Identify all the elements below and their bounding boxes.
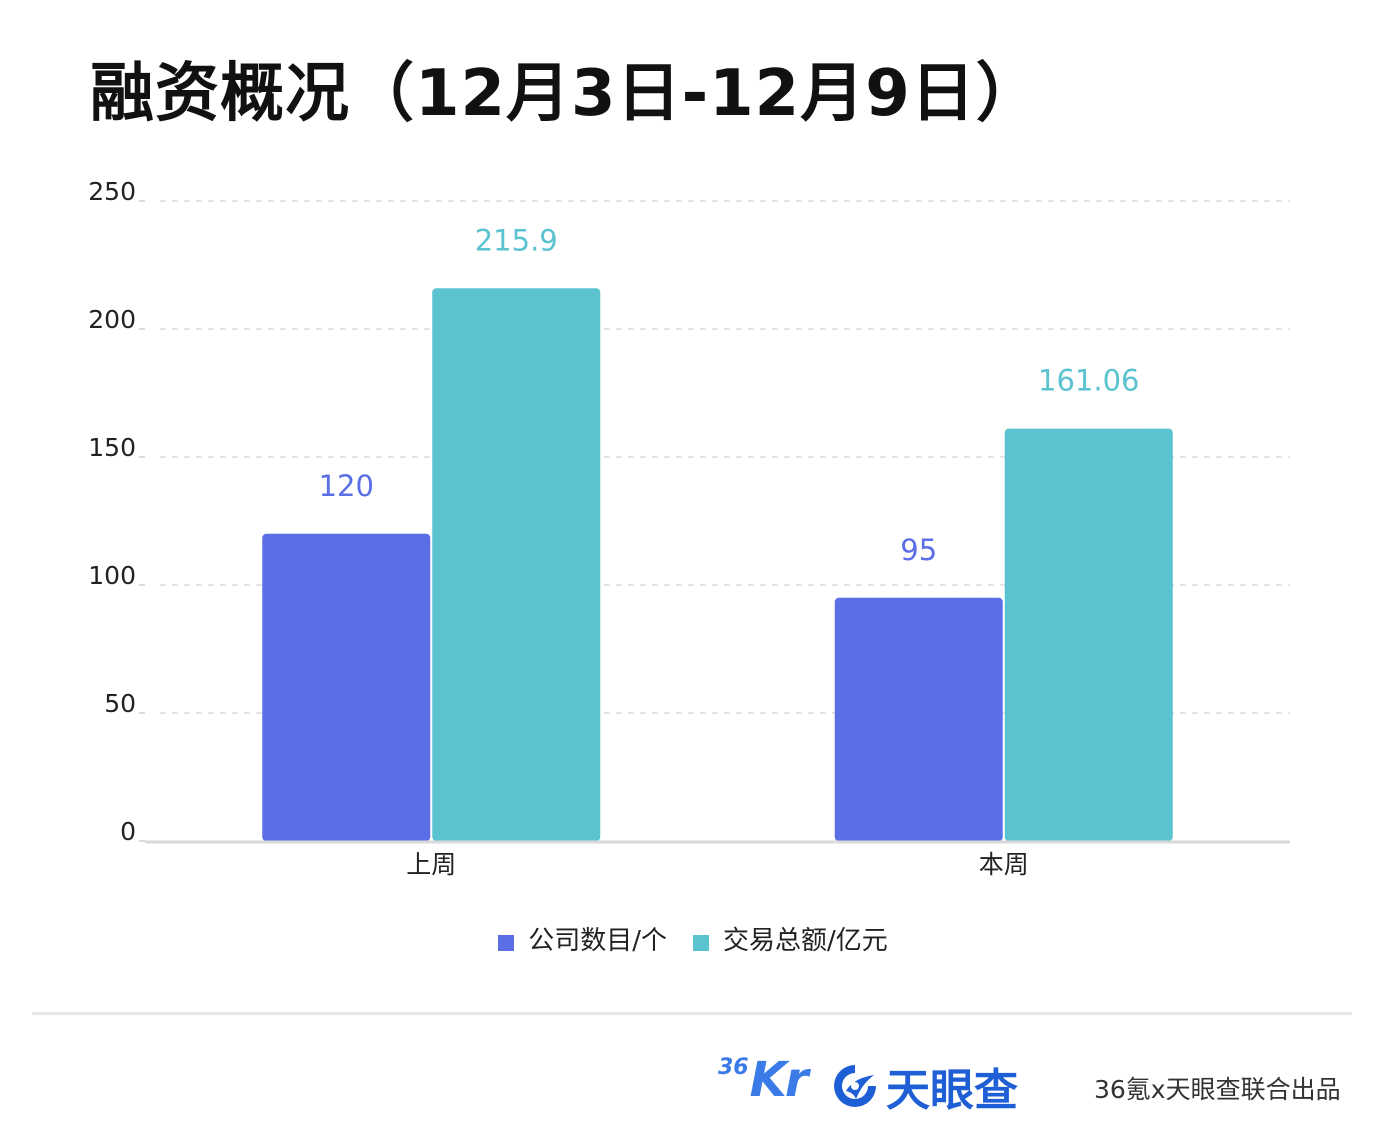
bars bbox=[262, 288, 1173, 841]
legend-swatch-companies bbox=[498, 934, 515, 951]
bar-companies[interactable] bbox=[262, 533, 431, 841]
y-tick-label: 150 bbox=[88, 433, 136, 462]
logo-36kr-superscript: 36 bbox=[718, 1055, 749, 1080]
logo-36kr-main: Kr bbox=[749, 1052, 809, 1108]
logo-36kr: 36Kr bbox=[718, 1052, 809, 1108]
y-tick-label: 200 bbox=[88, 305, 136, 334]
logo-tianyancha: 天眼查 bbox=[830, 1054, 1018, 1118]
legend-item-amount[interactable]: 交易总额/亿元 bbox=[693, 920, 888, 957]
tianyancha-swirl-icon bbox=[834, 1065, 876, 1107]
bar-amount[interactable] bbox=[432, 288, 601, 841]
x-tick-label: 上周 bbox=[406, 850, 456, 879]
y-tick-label: 0 bbox=[120, 817, 136, 846]
legend-item-companies[interactable]: 公司数目/个 bbox=[498, 920, 667, 957]
legend: 公司数目/个 交易总额/亿元 bbox=[0, 920, 1386, 957]
legend-label-amount: 交易总额/亿元 bbox=[723, 926, 888, 956]
y-tick-label: 50 bbox=[104, 689, 136, 718]
data-labels: 120 215.9 95 161.06 bbox=[319, 223, 1140, 567]
x-tick-label: 本周 bbox=[979, 850, 1029, 879]
y-tick-label: 250 bbox=[88, 177, 136, 206]
legend-label-companies: 公司数目/个 bbox=[528, 926, 667, 956]
data-label: 120 bbox=[319, 469, 374, 503]
x-axis-ticks: 上周 本周 bbox=[406, 850, 1029, 879]
footer-divider bbox=[32, 1012, 1352, 1015]
data-label: 161.06 bbox=[1038, 364, 1139, 398]
footer-credit: 36氪x天眼查联合出品 bbox=[1094, 1075, 1341, 1104]
data-label: 215.9 bbox=[475, 223, 558, 257]
logo-tianyancha-text: 天眼查 bbox=[886, 1065, 1018, 1116]
bar-companies[interactable] bbox=[834, 597, 1003, 841]
y-axis-ticks: 0 50 100 150 200 250 bbox=[88, 177, 145, 846]
chart-title: 融资概况（12月3日-12月9日） bbox=[90, 57, 1041, 131]
bar-chart: 0 50 100 150 200 250 120 215.9 95 161.06 上周 本周 bbox=[88, 177, 1290, 879]
data-label: 95 bbox=[900, 533, 937, 567]
y-tick-label: 100 bbox=[88, 561, 136, 590]
legend-swatch-amount bbox=[693, 934, 709, 951]
bar-amount[interactable] bbox=[1004, 428, 1173, 841]
